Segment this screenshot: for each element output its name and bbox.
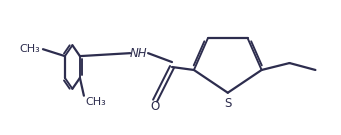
Text: O: O	[150, 100, 160, 113]
Text: CH₃: CH₃	[85, 97, 106, 107]
Text: NH: NH	[129, 47, 147, 60]
Text: S: S	[224, 97, 232, 110]
Text: CH₃: CH₃	[19, 44, 40, 54]
